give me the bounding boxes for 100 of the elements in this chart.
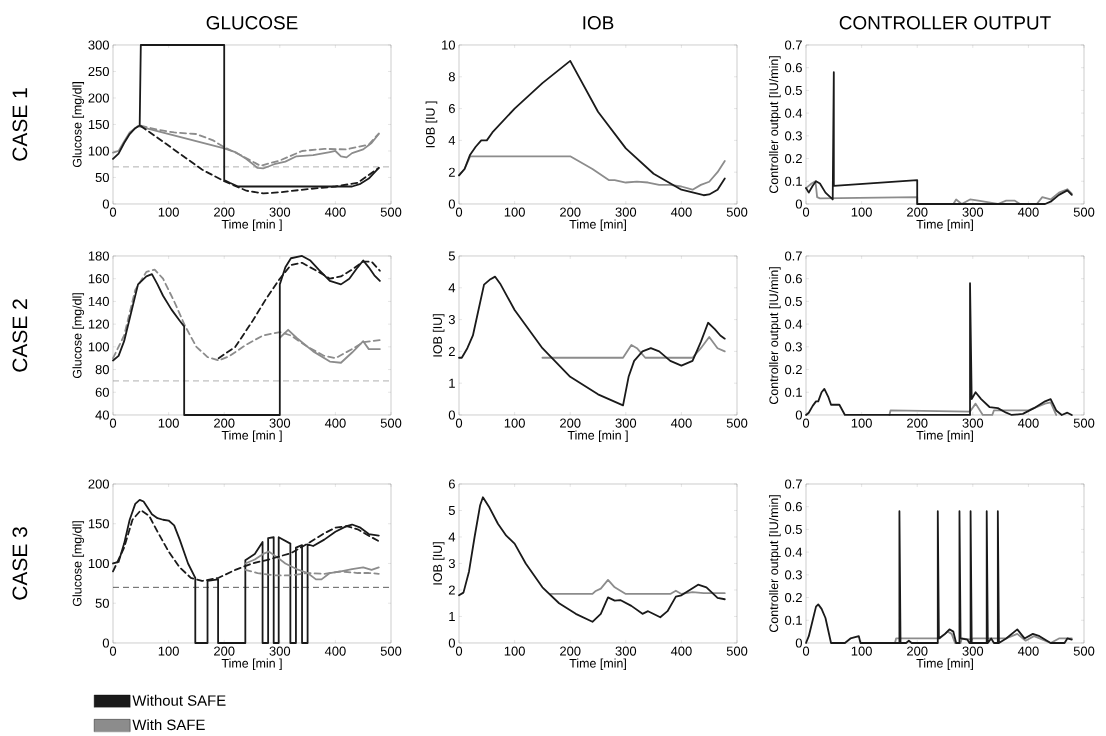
x-tick-label: 100 bbox=[851, 418, 872, 428]
x-axis-title: Time [min ] bbox=[221, 219, 282, 232]
y-tick-label: 40 bbox=[95, 410, 109, 420]
x-tick-label: 200 bbox=[560, 646, 581, 656]
line-series bbox=[244, 550, 380, 581]
y-axis-title: Controller output [IU/min] bbox=[769, 56, 781, 194]
y-tick-label: 50 bbox=[95, 598, 109, 608]
text: CASE 3 bbox=[12, 527, 28, 600]
x-tick-label: 500 bbox=[1073, 646, 1095, 656]
x-axis-title: Time [min] bbox=[916, 219, 973, 232]
y-tick-label: 100 bbox=[88, 558, 109, 569]
y-tick-label: 0.7 bbox=[784, 479, 802, 489]
y-axis-title: IOB [IU ] bbox=[425, 101, 438, 148]
x-tick-label: 300 bbox=[615, 646, 637, 656]
x-tick-label: 400 bbox=[324, 418, 346, 428]
y-tick-label: 0.1 bbox=[784, 387, 802, 397]
y-tick-label: 0 bbox=[448, 199, 455, 209]
y-tick-label: 4 bbox=[448, 283, 456, 293]
y-tick-label: 1 bbox=[449, 612, 455, 621]
y-tick-label: 3 bbox=[448, 558, 455, 569]
x-tick-label: 500 bbox=[1073, 207, 1095, 217]
x-tick-label: 400 bbox=[324, 646, 346, 656]
x-tick-label: 0 bbox=[109, 646, 117, 656]
x-tick-label: 500 bbox=[726, 418, 748, 428]
y-tick-label: 4 bbox=[448, 135, 456, 145]
x-tick-label: 0 bbox=[802, 418, 810, 428]
x-tick-label: 0 bbox=[109, 418, 117, 428]
y-tick-label: 0.2 bbox=[784, 592, 802, 603]
x-tick-label: 500 bbox=[726, 207, 748, 217]
x-tick-label: 400 bbox=[1017, 646, 1039, 656]
line-series bbox=[805, 71, 1073, 205]
x-tick-label: 100 bbox=[158, 207, 179, 217]
y-tick-label: 0.4 bbox=[784, 547, 803, 557]
y-axis-title: IOB [IU] bbox=[432, 314, 445, 357]
line-series bbox=[549, 579, 726, 595]
x-tick-label: 400 bbox=[324, 207, 346, 217]
y-tick-label: 2 bbox=[448, 167, 455, 177]
y-axis-title: Controller output [IU/min] bbox=[769, 495, 781, 633]
x-tick-label: 0 bbox=[109, 207, 117, 217]
line-series bbox=[541, 336, 726, 359]
x-tick-label: 400 bbox=[1017, 207, 1039, 217]
y-axis-title: Glucose [mg/dl] bbox=[72, 521, 85, 607]
y-tick-label: 250 bbox=[88, 66, 109, 77]
y-tick-label: 60 bbox=[95, 387, 109, 397]
x-tick-label: 100 bbox=[504, 418, 525, 428]
x-tick-label: 300 bbox=[962, 646, 984, 656]
x-tick-label: 300 bbox=[615, 207, 637, 217]
y-tick-label: 0 bbox=[448, 638, 455, 648]
y-tick-label: 0 bbox=[795, 199, 802, 209]
y-tick-label: 2 bbox=[448, 346, 455, 356]
y-tick-label: 0.5 bbox=[784, 85, 802, 95]
y-tick-label: 0 bbox=[448, 410, 455, 420]
x-tick-label: 400 bbox=[670, 418, 692, 428]
x-axis-title: Time [min] bbox=[916, 430, 973, 443]
y-tick-label: 150 bbox=[88, 519, 109, 529]
line-series bbox=[805, 282, 1073, 416]
y-axis-title: Glucose [mg/dl] bbox=[72, 82, 85, 168]
x-axis-title: Time [min] bbox=[569, 219, 626, 232]
x-tick-label: 300 bbox=[962, 207, 984, 217]
y-tick-label: 100 bbox=[88, 146, 109, 156]
y-tick-label: 5 bbox=[448, 505, 455, 515]
y-tick-label: 0.2 bbox=[784, 153, 802, 164]
y-tick-label: 2 bbox=[448, 585, 455, 595]
y-tick-label: 140 bbox=[88, 296, 109, 306]
y-tick-label: 6 bbox=[448, 103, 455, 114]
y-axis-title: Controller output [IU/min] bbox=[769, 267, 781, 405]
x-tick-label: 200 bbox=[214, 646, 235, 656]
x-tick-label: 400 bbox=[670, 207, 692, 217]
x-tick-label: 200 bbox=[214, 207, 235, 217]
x-tick-label: 100 bbox=[851, 646, 872, 656]
y-tick-label: 0.7 bbox=[784, 251, 802, 261]
x-tick-label: 200 bbox=[560, 418, 581, 428]
x-axis-title: Time [min] bbox=[569, 658, 626, 671]
y-tick-label: 80 bbox=[95, 364, 109, 375]
y-tick-label: 160 bbox=[88, 274, 109, 284]
x-tick-label: 0 bbox=[802, 646, 810, 656]
text: CASE 1 bbox=[12, 88, 28, 161]
y-tick-label: 200 bbox=[88, 93, 109, 103]
x-axis-title: Time [min ] bbox=[567, 430, 628, 443]
y-tick-label: 50 bbox=[95, 172, 109, 183]
y-tick-label: 0.3 bbox=[784, 570, 802, 580]
legend-label: Without SAFE bbox=[132, 694, 226, 706]
x-tick-label: 500 bbox=[380, 646, 402, 656]
x-tick-label: 100 bbox=[158, 646, 179, 656]
x-tick-label: 300 bbox=[615, 418, 637, 428]
line-series bbox=[458, 275, 726, 407]
x-tick-label: 300 bbox=[269, 418, 291, 428]
x-tick-label: 0 bbox=[802, 207, 810, 217]
chart-title: IOB bbox=[583, 16, 614, 30]
chart-title: GLUCOSE bbox=[206, 16, 298, 30]
line-series bbox=[112, 255, 381, 416]
x-axis-title: Time [min ] bbox=[221, 430, 282, 443]
x-tick-label: 500 bbox=[380, 418, 402, 428]
y-tick-label: 0 bbox=[102, 199, 109, 209]
y-tick-label: 0.2 bbox=[784, 364, 802, 375]
y-tick-label: 0.3 bbox=[784, 342, 802, 352]
legend-label: With SAFE bbox=[132, 719, 205, 731]
y-tick-label: 0.1 bbox=[784, 615, 802, 625]
x-tick-label: 100 bbox=[504, 646, 525, 656]
y-tick-label: 3 bbox=[448, 314, 455, 325]
